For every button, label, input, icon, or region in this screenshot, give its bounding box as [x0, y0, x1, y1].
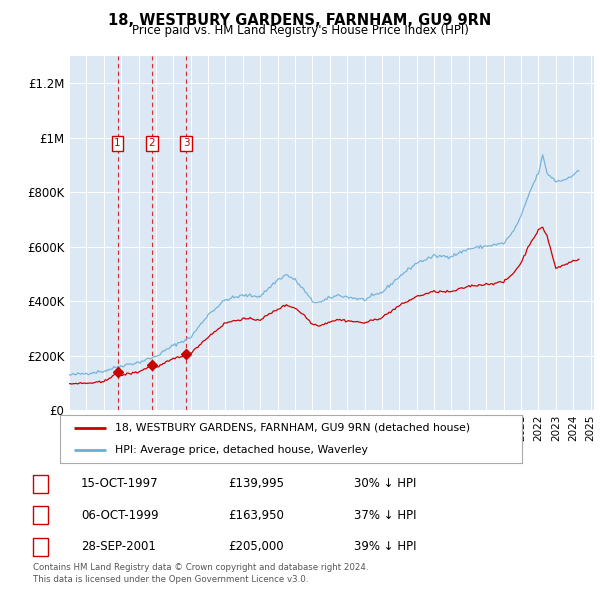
Text: 18, WESTBURY GARDENS, FARNHAM, GU9 9RN: 18, WESTBURY GARDENS, FARNHAM, GU9 9RN [109, 13, 491, 28]
Text: HPI: Average price, detached house, Waverley: HPI: Average price, detached house, Wave… [115, 445, 368, 455]
Text: 2: 2 [149, 138, 155, 148]
Text: 37% ↓ HPI: 37% ↓ HPI [354, 509, 416, 522]
Text: 39% ↓ HPI: 39% ↓ HPI [354, 540, 416, 553]
Text: 30% ↓ HPI: 30% ↓ HPI [354, 477, 416, 490]
Text: Price paid vs. HM Land Registry's House Price Index (HPI): Price paid vs. HM Land Registry's House … [131, 24, 469, 37]
Text: 06-OCT-1999: 06-OCT-1999 [81, 509, 158, 522]
Text: £163,950: £163,950 [228, 509, 284, 522]
Text: This data is licensed under the Open Government Licence v3.0.: This data is licensed under the Open Gov… [33, 575, 308, 584]
Text: 1: 1 [114, 138, 121, 148]
Text: 18, WESTBURY GARDENS, FARNHAM, GU9 9RN (detached house): 18, WESTBURY GARDENS, FARNHAM, GU9 9RN (… [115, 423, 470, 433]
Text: £139,995: £139,995 [228, 477, 284, 490]
Text: 28-SEP-2001: 28-SEP-2001 [81, 540, 156, 553]
Text: 2: 2 [37, 510, 44, 520]
Text: 1: 1 [37, 479, 44, 489]
Text: Contains HM Land Registry data © Crown copyright and database right 2024.: Contains HM Land Registry data © Crown c… [33, 563, 368, 572]
Text: 3: 3 [183, 138, 190, 148]
Text: £205,000: £205,000 [228, 540, 284, 553]
Text: 3: 3 [37, 542, 44, 552]
Text: 15-OCT-1997: 15-OCT-1997 [81, 477, 158, 490]
